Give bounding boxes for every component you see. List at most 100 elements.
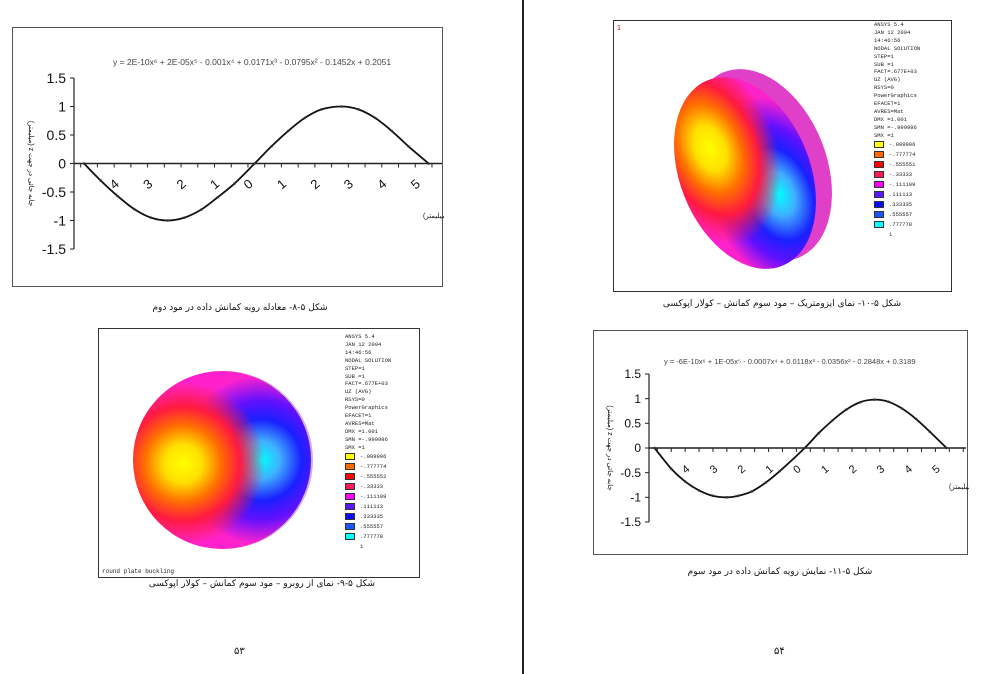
info-line: NODAL SOLUTION	[345, 356, 392, 364]
y-axis-label: جابه جائی در جهت z (میلیمتر)	[606, 405, 614, 491]
figure-10-corner-label: 1	[617, 25, 621, 32]
legend-swatch	[345, 483, 355, 491]
y-tick-label: -1.5	[42, 241, 66, 257]
y-tick-label: -0.5	[620, 466, 641, 480]
legend-item: .555557	[874, 210, 920, 220]
data-point	[407, 145, 410, 148]
data-point	[116, 194, 119, 198]
legend-item: .111113	[874, 190, 920, 200]
info-line: PowerGraphics	[345, 404, 388, 412]
legend-swatch	[874, 171, 884, 179]
y-tick-label: 1.5	[47, 70, 67, 86]
legend-item: -.33333	[345, 482, 391, 492]
legend-item: -.111109	[345, 492, 391, 502]
data-point	[253, 162, 256, 165]
legend-item: -.777774	[874, 150, 920, 160]
legend-item: .333335	[874, 200, 920, 210]
legend-swatch	[874, 161, 884, 169]
legend-item: .777778	[874, 220, 920, 230]
data-point	[166, 219, 169, 222]
legend-swatch	[345, 493, 355, 501]
info-line: STEP=1	[345, 364, 365, 372]
info-line: 14:46:56	[345, 348, 372, 356]
x-tick-label: 0	[791, 463, 803, 476]
legend-item: -.777774	[345, 462, 391, 472]
figure-10-ansys-plot: 1 ANSYS 5.4 JAN 12 2004 14:46:56 NODAL SOLU…	[613, 20, 952, 292]
data-point	[764, 481, 768, 484]
legend-value: -.111109	[360, 492, 387, 500]
trendline-equation: y = 2E-10x⁶ + 2E-05x⁵ - 0.001x⁴ + 0.0171…	[113, 57, 391, 67]
legend-item: -.555552	[345, 472, 391, 482]
legend-value: .111113	[889, 190, 913, 198]
legend-value: -.555551	[889, 160, 916, 168]
data-point	[845, 408, 848, 411]
info-line: JAN 12 2004	[345, 340, 382, 348]
data-point	[886, 400, 890, 403]
legend-value: -.555552	[360, 472, 387, 480]
info-line: AVRES=Mat	[345, 419, 375, 427]
x-tick-label: 3	[875, 463, 887, 476]
legend-item: .777778	[345, 532, 391, 542]
info-line: AVRES=Mat	[874, 107, 904, 115]
page-number-right: ۵۴	[774, 646, 785, 657]
legend-value: .555557	[889, 210, 913, 218]
data-point	[183, 216, 186, 219]
legend-item: .555557	[345, 522, 391, 532]
figure-10-caption: شکل ۵-۱۰- نمای ایزومتریک – مود سوم کمانش…	[662, 299, 902, 309]
data-point	[357, 108, 360, 111]
data-point	[340, 105, 343, 108]
figure-9-info: ANSYS 5.4 JAN 12 2004 14:46:56 NODAL SOLUTI…	[345, 333, 391, 552]
legend-swatch	[345, 503, 355, 511]
data-point	[803, 446, 807, 450]
figure-8-svg: y = 2E-10x⁶ + 2E-05x⁵ - 0.001x⁴ + 0.0171…	[27, 57, 500, 257]
info-line: EFACET=1	[874, 100, 901, 108]
legend-item: 1	[345, 542, 391, 552]
x-tick-label: 4	[680, 463, 692, 476]
legend-value: -.777774	[360, 462, 387, 470]
data-point	[750, 490, 754, 493]
figure-11-chart: y = -6E-10x⁶ + 1E-05x⁵ - 0.0007x⁴ + 0.01…	[593, 330, 993, 555]
trendline-equation: y = -6E-10x⁶ + 1E-05x⁵ - 0.0007x⁴ + 0.01…	[664, 357, 916, 366]
legend-swatch	[874, 221, 884, 229]
data-point	[725, 496, 729, 499]
data-point	[233, 182, 236, 185]
legend-swatch	[874, 151, 884, 159]
info-line: ANSYS 5.4	[345, 333, 375, 340]
data-point	[216, 195, 220, 199]
data-point	[373, 116, 377, 120]
figure-11-svg: y = -6E-10x⁶ + 1E-05x⁵ - 0.0007x⁴ + 0.01…	[606, 357, 993, 529]
info-line: SMN =-.999996	[345, 435, 388, 443]
legend-value: -.111109	[889, 180, 916, 188]
x-tick-label: 0	[240, 176, 255, 192]
legend-swatch	[874, 211, 884, 219]
info-line: UZ (AVG)	[874, 76, 901, 84]
legend-swatch	[345, 513, 355, 521]
legend-item: .111113	[345, 502, 391, 512]
legend-item: -.111109	[874, 180, 920, 190]
info-line: UZ (AVG)	[345, 388, 372, 396]
figure-9-ansys-plot: ANSYS 5.4 JAN 12 2004 14:46:56 NODAL SOLUTI…	[98, 328, 420, 578]
x-tick-label: 3	[708, 463, 720, 476]
info-line: JAN 12 2004	[874, 28, 911, 36]
x-tick-label: 3	[341, 176, 356, 192]
legend-item: -.555551	[874, 160, 920, 170]
data-point	[82, 162, 86, 165]
data-point	[270, 145, 273, 148]
data-point	[711, 494, 715, 498]
legend-swatch	[874, 191, 884, 199]
legend-value: 1	[360, 542, 364, 550]
legend-item: -.33333	[874, 170, 920, 180]
legend-value: -.33333	[889, 170, 913, 178]
figure-9-footer-label: round plate buckling	[102, 568, 175, 575]
x-axis-label: شعاع در زوایه ۹۰ (میلیمتر)	[423, 212, 444, 220]
legend-value: .111113	[360, 502, 384, 510]
data-point	[669, 467, 673, 471]
legend-value: 1	[889, 230, 893, 238]
legend-item: 1	[874, 230, 920, 240]
x-tick-label: 5	[930, 463, 942, 476]
data-point	[149, 216, 153, 219]
x-tick-label: 5	[408, 176, 423, 192]
data-point	[736, 494, 740, 498]
info-line: STEP=1	[874, 52, 894, 60]
info-line: ANSYS 5.4	[874, 21, 904, 28]
